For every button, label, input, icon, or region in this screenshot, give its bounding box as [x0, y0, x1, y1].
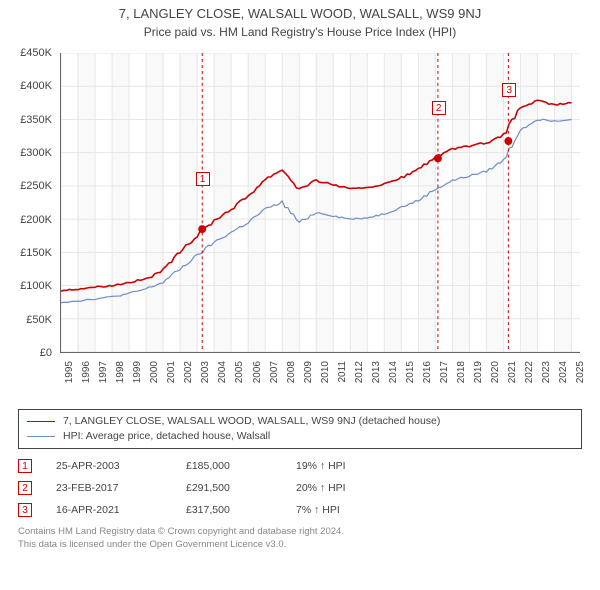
sales-date: 16-APR-2021 [56, 504, 186, 516]
y-tick-label: £250K [20, 180, 52, 192]
x-tick-label: 1996 [81, 361, 92, 383]
sales-marker: 1 [18, 459, 32, 473]
x-tick-label: 2005 [234, 361, 245, 383]
sales-row: 2 23-FEB-2017£291,50020% ↑ HPI [18, 477, 582, 499]
sales-date: 25-APR-2003 [56, 460, 186, 472]
sale-marker-2: 2 [432, 101, 446, 115]
x-tick-label: 2023 [541, 361, 552, 383]
legend-swatch [27, 421, 55, 423]
sales-marker: 3 [18, 503, 32, 517]
x-tick-label: 2016 [422, 361, 433, 383]
x-tick-label: 2012 [354, 361, 365, 383]
x-tick-label: 2011 [337, 361, 348, 383]
x-tick-label: 2008 [286, 361, 297, 383]
sales-price: £317,500 [186, 504, 296, 516]
sales-row: 1 25-APR-2003£185,00019% ↑ HPI [18, 455, 582, 477]
sale-marker-1: 1 [196, 172, 210, 186]
y-tick-label: £200K [20, 214, 52, 226]
y-tick-label: £150K [20, 247, 52, 259]
sales-row: 3 16-APR-2021£317,5007% ↑ HPI [18, 499, 582, 521]
x-tick-label: 1998 [115, 361, 126, 383]
y-tick-label: £400K [20, 80, 52, 92]
x-tick-label: 1995 [64, 361, 75, 383]
legend-label: 7, LANGLEY CLOSE, WALSALL WOOD, WALSALL,… [63, 414, 440, 429]
legend-swatch [27, 436, 55, 437]
chart-area: £0 £50K £100K £150K £200K £250K £300K £350K £400… [10, 47, 590, 399]
legend: 7, LANGLEY CLOSE, WALSALL WOOD, WALSALL,… [18, 409, 582, 449]
y-tick-label: £50K [26, 314, 52, 326]
y-axis-labels: £0 £50K £100K £150K £200K £250K £300K £350K £400… [10, 47, 56, 399]
x-tick-label: 2009 [303, 361, 314, 383]
x-tick-label: 2001 [166, 361, 177, 383]
title-subtitle: Price paid vs. HM Land Registry's House … [0, 25, 600, 39]
legend-row: HPI: Average price, detached house, Wals… [27, 429, 573, 444]
x-tick-label: 2022 [524, 361, 535, 383]
x-tick-label: 2000 [149, 361, 160, 383]
sales-diff: 7% ↑ HPI [296, 504, 396, 516]
y-tick-label: £350K [20, 114, 52, 126]
y-tick-label: £0 [40, 347, 52, 359]
footer-line-2: This data is licensed under the Open Gov… [18, 538, 582, 551]
sales-diff: 20% ↑ HPI [296, 482, 396, 494]
y-tick-label: £100K [20, 280, 52, 292]
chart-svg [61, 53, 580, 352]
x-tick-label: 2002 [183, 361, 194, 383]
sales-price: £291,500 [186, 482, 296, 494]
x-tick-label: 2020 [490, 361, 501, 383]
x-tick-label: 2007 [269, 361, 280, 383]
x-tick-label: 2018 [456, 361, 467, 383]
sales-diff: 19% ↑ HPI [296, 460, 396, 472]
x-tick-label: 2014 [388, 361, 399, 383]
footer-line-1: Contains HM Land Registry data © Crown c… [18, 525, 582, 538]
x-tick-label: 2024 [558, 361, 569, 383]
plot-area: 1 2 3 [60, 53, 580, 353]
x-tick-label: 2004 [217, 361, 228, 383]
y-tick-label: £300K [20, 147, 52, 159]
x-tick-label: 1997 [98, 361, 109, 383]
sales-marker: 2 [18, 481, 32, 495]
x-tick-label: 2021 [507, 361, 518, 383]
x-tick-label: 2013 [371, 361, 382, 383]
x-tick-label: 2010 [320, 361, 331, 383]
title-address: 7, LANGLEY CLOSE, WALSALL WOOD, WALSALL,… [0, 6, 600, 21]
legend-label: HPI: Average price, detached house, Wals… [63, 429, 270, 444]
x-tick-label: 2006 [252, 361, 263, 383]
x-tick-label: 2017 [439, 361, 450, 383]
sale-marker-3: 3 [502, 83, 516, 97]
sales-table: 1 25-APR-2003£185,00019% ↑ HPI 2 23-FEB-201… [18, 455, 582, 521]
x-tick-label: 2025 [575, 361, 586, 383]
chart-titles: 7, LANGLEY CLOSE, WALSALL WOOD, WALSALL,… [0, 0, 600, 39]
x-tick-label: 2003 [200, 361, 211, 383]
sales-date: 23-FEB-2017 [56, 482, 186, 494]
y-tick-label: £450K [20, 47, 52, 59]
x-tick-label: 2015 [405, 361, 416, 383]
footer: Contains HM Land Registry data © Crown c… [18, 525, 582, 551]
x-axis-labels: 1995 1996 1997 1998 1999 2000 2001 2002 2003 2004… [60, 357, 580, 397]
legend-row: 7, LANGLEY CLOSE, WALSALL WOOD, WALSALL,… [27, 414, 573, 429]
x-tick-label: 2019 [473, 361, 484, 383]
sales-price: £185,000 [186, 460, 296, 472]
x-tick-label: 1999 [132, 361, 143, 383]
